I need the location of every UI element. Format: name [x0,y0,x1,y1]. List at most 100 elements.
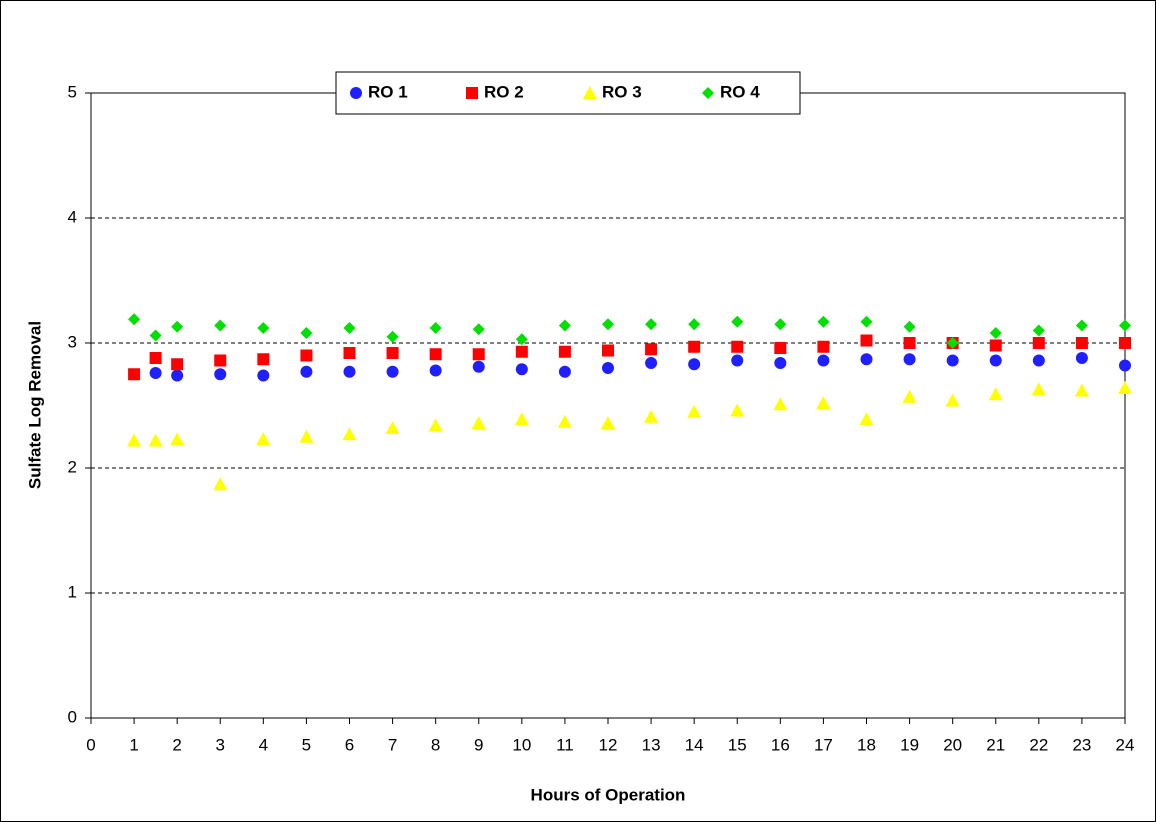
marker [514,412,529,426]
marker [214,368,227,381]
x-tick-label: 9 [474,735,483,754]
marker [687,404,702,418]
marker [688,318,701,331]
marker [645,343,658,356]
marker [731,340,744,353]
x-tick-label: 6 [345,735,354,754]
marker [602,318,614,331]
marker [1074,383,1089,397]
marker [816,396,831,409]
marker [1075,319,1088,332]
x-tick-label: 2 [172,735,181,754]
marker [644,409,659,423]
marker [386,330,399,343]
x-tick-label: 21 [986,735,1005,754]
marker [1032,337,1045,349]
marker [860,334,873,347]
marker [343,347,356,359]
marker [730,403,745,417]
x-tick-label: 14 [685,735,704,754]
x-tick-label: 13 [642,735,661,754]
marker [429,348,442,361]
marker [257,322,270,334]
marker [170,432,185,446]
marker [773,397,788,411]
marker [860,353,873,366]
x-tick-label: 12 [599,735,618,754]
marker [214,354,227,367]
marker [989,354,1002,367]
marker [466,87,478,99]
marker [148,433,163,447]
marker [774,342,787,354]
marker [702,87,714,99]
marker [128,368,141,381]
marker [343,322,356,334]
marker [583,86,597,99]
marker [257,369,270,382]
marker [774,357,787,369]
x-tick-label: 7 [388,735,397,754]
x-tick-label: 22 [1029,735,1048,754]
marker [903,320,916,333]
marker [386,365,399,378]
marker [1119,359,1131,372]
marker [645,318,658,331]
x-tick-label: 15 [728,735,747,754]
marker [429,322,442,334]
marker [171,320,184,333]
legend-label: RO 2 [484,82,524,101]
marker [860,315,873,328]
marker [688,358,701,371]
x-tick-label: 4 [259,735,268,754]
y-tick-label: 5 [68,82,77,101]
marker [817,340,830,353]
marker [213,477,228,491]
marker [688,340,701,353]
y-tick-label: 0 [68,707,77,726]
marker [171,369,184,382]
x-axis-title: Hours of Operation [531,785,686,804]
x-tick-label: 10 [512,735,531,754]
legend-label: RO 1 [368,82,408,101]
x-tick-label: 3 [216,735,225,754]
marker [515,345,528,358]
marker [149,329,162,342]
marker [171,358,184,371]
marker [731,354,744,367]
marker [558,365,571,378]
y-tick-label: 2 [68,457,77,476]
marker [127,433,142,447]
marker [903,337,916,349]
marker [1032,354,1045,367]
marker [1032,324,1045,337]
marker [902,389,917,403]
marker [859,412,874,426]
legend [335,71,801,115]
marker [988,387,1003,401]
marker [774,318,787,331]
marker [1031,382,1046,396]
marker [214,319,227,332]
x-tick-label: 16 [771,735,790,754]
marker [472,348,485,361]
x-tick-label: 17 [814,735,833,754]
marker [602,362,614,374]
x-tick-label: 11 [556,735,574,754]
marker [989,327,1002,339]
marker [945,393,960,407]
marker [1119,319,1131,332]
marker [472,323,485,336]
marker [257,353,270,366]
y-tick-label: 3 [68,332,77,351]
marker [471,416,486,429]
y-tick-label: 4 [68,207,77,226]
marker [989,339,1002,352]
marker [428,418,443,432]
marker [1118,381,1132,394]
marker [903,353,916,366]
marker [515,363,528,376]
marker [601,416,615,429]
marker [299,429,314,443]
